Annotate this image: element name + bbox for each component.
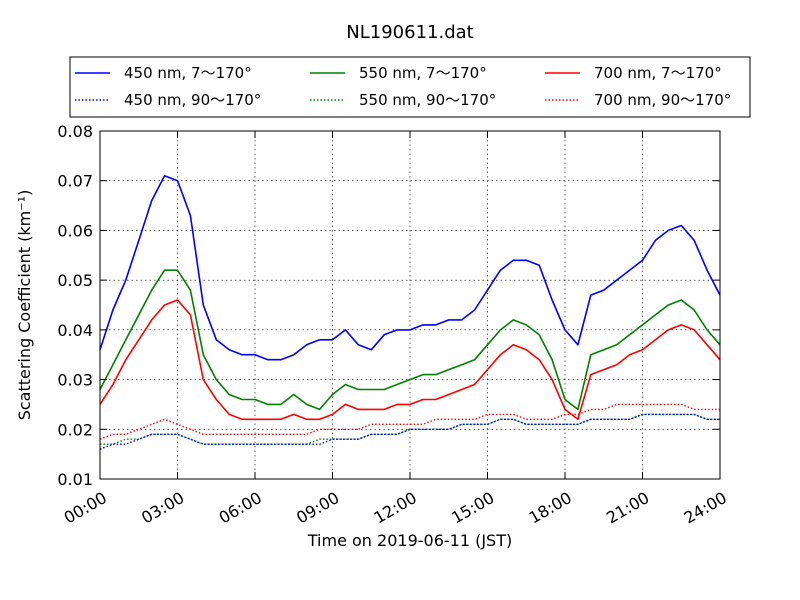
series-layer <box>99 174 721 450</box>
y-tick-label: 0.07 <box>57 172 93 191</box>
series-line-5 <box>99 403 720 440</box>
chart-title: NL190611.dat <box>346 22 473 43</box>
x-tick-label: 03:00 <box>138 488 187 528</box>
legend-label: 550 nm, 90～170° <box>359 91 496 109</box>
y-tick-label: 0.06 <box>57 221 93 240</box>
series-line-2 <box>99 269 721 411</box>
x-tick-label: 21:00 <box>603 488 652 528</box>
y-tick-label: 0.03 <box>57 371 93 390</box>
x-tick-label: 00:00 <box>61 488 110 528</box>
x-tick-label: 12:00 <box>371 488 420 528</box>
legend-label: 450 nm, 90～170° <box>124 91 261 109</box>
y-tick-label: 0.01 <box>57 470 93 489</box>
x-tick-label: 09:00 <box>293 488 342 528</box>
series-line-4 <box>99 299 721 421</box>
y-tick-label: 0.04 <box>57 321 93 340</box>
x-tick-label: 06:00 <box>216 488 265 528</box>
legend-label: 450 nm, 7～170° <box>124 64 252 82</box>
y-tick-label: 0.05 <box>57 271 93 290</box>
x-axis-label: Time on 2019-06-11 (JST) <box>307 531 512 550</box>
y-tick-label: 0.02 <box>57 420 93 439</box>
series-line-0 <box>99 174 721 361</box>
legend-label: 700 nm, 7～170° <box>594 64 722 82</box>
y-tick-label: 0.08 <box>57 122 93 141</box>
y-axis-label: Scattering Coefficient (km⁻¹) <box>15 190 34 421</box>
legend-frame <box>69 56 751 118</box>
legend-label: 700 nm, 90～170° <box>594 91 731 109</box>
x-tick-label: 15:00 <box>448 488 497 528</box>
series-line-3 <box>100 413 720 445</box>
legend: 450 nm, 7～170° 450 nm, 90～170° 550 nm, 7～1… <box>69 56 751 118</box>
x-tick-label: 18:00 <box>526 488 575 528</box>
x-tick-label: 24:00 <box>681 488 730 528</box>
legend-label: 550 nm, 7～170° <box>359 64 487 82</box>
